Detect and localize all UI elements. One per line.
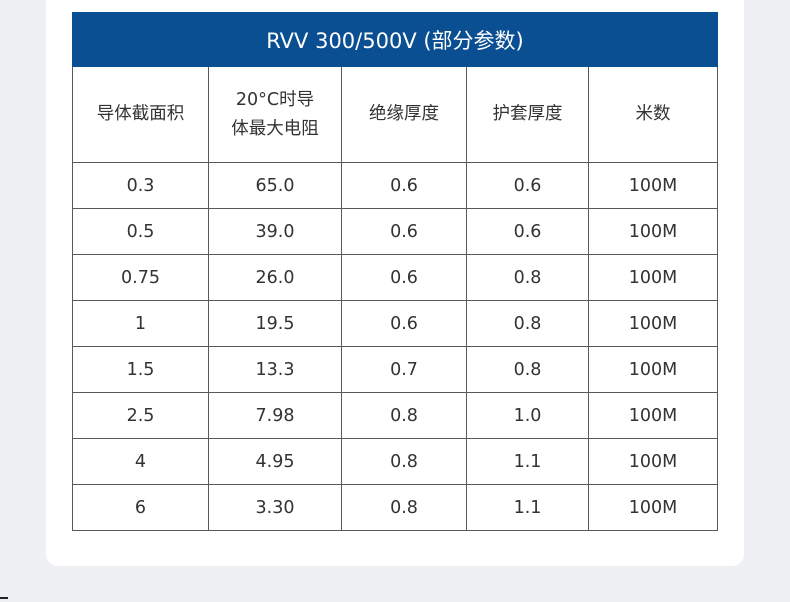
cell-insulation-thickness: 0.6	[341, 208, 467, 255]
cell-max-resistance: 4.95	[208, 438, 342, 485]
cell-insulation-thickness: 0.8	[341, 392, 467, 439]
cell-sheath-thickness: 0.8	[466, 300, 589, 347]
cell-cross-section: 1	[72, 300, 209, 347]
cell-length: 100M	[587, 208, 719, 255]
corner-mark	[0, 597, 8, 601]
cell-length: 100M	[587, 438, 719, 485]
cell-cross-section: 0.75	[72, 254, 209, 301]
cell-max-resistance: 39.0	[208, 208, 342, 255]
table-row: 2.5 7.98 0.8 1.0 100M	[72, 392, 719, 439]
table-row: 1.5 13.3 0.7 0.8 100M	[72, 346, 719, 393]
header-length: 米数	[587, 66, 719, 163]
table-row: 6 3.30 0.8 1.1 100M	[72, 484, 719, 531]
table-row: 1 19.5 0.6 0.8 100M	[72, 300, 719, 347]
cell-cross-section: 0.3	[72, 162, 209, 209]
header-max-resistance-text: 20°C时导体最大电阻	[231, 89, 319, 139]
cell-length: 100M	[587, 254, 719, 301]
header-sheath-thickness: 护套厚度	[466, 66, 589, 163]
cell-insulation-thickness: 0.6	[341, 300, 467, 347]
cell-length: 100M	[587, 162, 719, 209]
cell-max-resistance: 7.98	[208, 392, 342, 439]
table-row: 0.75 26.0 0.6 0.8 100M	[72, 254, 719, 301]
table-row: 0.3 65.0 0.6 0.6 100M	[72, 162, 719, 209]
cell-sheath-thickness: 1.1	[466, 484, 589, 531]
cell-length: 100M	[587, 346, 719, 393]
cell-insulation-thickness: 0.6	[341, 162, 467, 209]
table-header-row: 导体截面积 20°C时导体最大电阻 绝缘厚度 护套厚度 米数	[72, 66, 719, 163]
cell-cross-section: 6	[72, 484, 209, 531]
cell-length: 100M	[587, 392, 719, 439]
cell-sheath-thickness: 0.8	[466, 254, 589, 301]
cell-sheath-thickness: 0.6	[466, 162, 589, 209]
cell-sheath-thickness: 1.0	[466, 392, 589, 439]
cell-cross-section: 0.5	[72, 208, 209, 255]
cell-sheath-thickness: 1.1	[466, 438, 589, 485]
cell-insulation-thickness: 0.8	[341, 438, 467, 485]
table-row: 0.5 39.0 0.6 0.6 100M	[72, 208, 719, 255]
cell-cross-section: 2.5	[72, 392, 209, 439]
cell-max-resistance: 65.0	[208, 162, 342, 209]
cell-insulation-thickness: 0.6	[341, 254, 467, 301]
header-insulation-thickness: 绝缘厚度	[341, 66, 467, 163]
cell-cross-section: 4	[72, 438, 209, 485]
cell-max-resistance: 13.3	[208, 346, 342, 393]
table-title: RVV 300/500V (部分参数)	[71, 12, 719, 67]
header-cross-section: 导体截面积	[72, 66, 209, 163]
cell-max-resistance: 3.30	[208, 484, 342, 531]
cell-cross-section: 1.5	[72, 346, 209, 393]
table-row: 4 4.95 0.8 1.1 100M	[72, 438, 719, 485]
cell-length: 100M	[587, 484, 719, 531]
cell-max-resistance: 19.5	[208, 300, 342, 347]
header-max-resistance: 20°C时导体最大电阻	[208, 66, 342, 163]
table-title-row: RVV 300/500V (部分参数)	[71, 12, 719, 67]
cell-sheath-thickness: 0.8	[466, 346, 589, 393]
cell-sheath-thickness: 0.6	[466, 208, 589, 255]
cell-insulation-thickness: 0.7	[341, 346, 467, 393]
cell-length: 100M	[587, 300, 719, 347]
spec-table: RVV 300/500V (部分参数) 导体截面积 20°C时导体最大电阻 绝缘…	[71, 12, 719, 531]
cell-insulation-thickness: 0.8	[341, 484, 467, 531]
cell-max-resistance: 26.0	[208, 254, 342, 301]
